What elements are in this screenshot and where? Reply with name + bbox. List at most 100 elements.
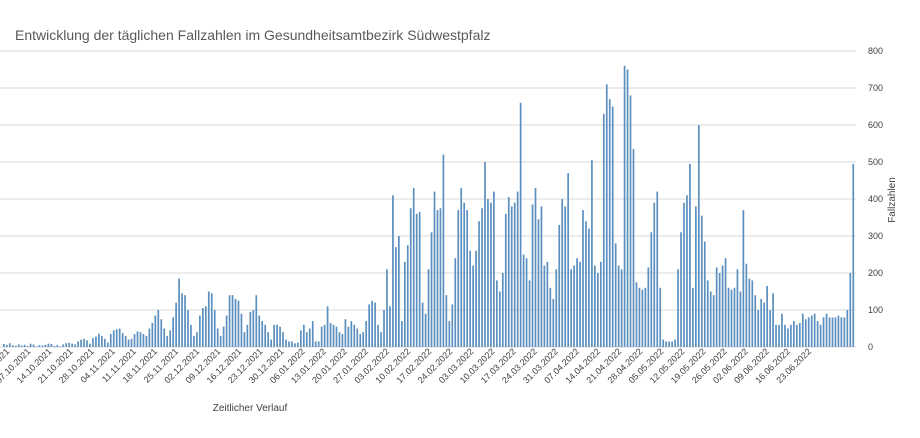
bar <box>763 302 766 347</box>
bar <box>516 191 519 347</box>
bar <box>501 273 504 347</box>
bar <box>611 106 614 347</box>
bar <box>320 326 323 347</box>
bar <box>852 163 855 347</box>
bar <box>602 113 605 348</box>
bar <box>496 280 498 347</box>
bar <box>727 287 730 347</box>
bar <box>487 199 489 347</box>
bar <box>222 326 225 347</box>
bar <box>32 344 35 347</box>
bar <box>730 289 733 347</box>
bar <box>323 324 326 347</box>
bar <box>591 160 593 347</box>
bar <box>498 291 501 347</box>
bar <box>109 334 112 347</box>
bar <box>199 315 201 347</box>
bar <box>481 208 483 347</box>
bar <box>240 313 243 347</box>
bar <box>26 345 29 347</box>
bar <box>380 332 382 347</box>
bar <box>570 269 572 347</box>
bar <box>513 202 516 347</box>
bar <box>522 254 525 347</box>
bar <box>368 304 371 347</box>
bar <box>599 261 602 347</box>
y-tick-label: 700 <box>868 83 883 93</box>
bar <box>300 330 302 347</box>
bar <box>127 339 130 347</box>
bar <box>718 273 721 347</box>
bar <box>754 295 757 347</box>
bar <box>525 258 528 347</box>
bar <box>228 295 231 347</box>
bar <box>252 310 255 347</box>
bar <box>415 213 418 347</box>
bar <box>231 295 234 347</box>
bar <box>484 162 486 347</box>
bar <box>341 334 344 347</box>
bar <box>490 202 492 347</box>
bar <box>148 328 151 347</box>
bar <box>804 319 807 347</box>
x-axis-ticks: 30.09.202107.10.202114.10.202121.10.2021… <box>0 346 813 385</box>
bar <box>151 322 154 347</box>
bar <box>745 263 748 347</box>
bar <box>436 210 439 347</box>
bar <box>567 173 569 347</box>
bar <box>849 273 852 347</box>
bar <box>677 269 679 347</box>
bar <box>166 335 169 347</box>
bar <box>662 339 665 347</box>
bar <box>445 295 448 347</box>
bar <box>77 341 79 347</box>
bar <box>534 187 537 347</box>
bar <box>834 317 837 347</box>
bar <box>638 287 641 347</box>
bar <box>5 344 8 347</box>
bar <box>249 311 252 347</box>
bar <box>270 339 272 347</box>
bar <box>74 344 76 347</box>
bar <box>427 269 430 347</box>
bar <box>686 195 688 347</box>
bar <box>406 245 409 347</box>
bar <box>389 306 391 347</box>
y-tick-label: 200 <box>868 268 883 278</box>
bar <box>225 315 228 347</box>
bar <box>17 344 20 347</box>
bar <box>92 338 94 347</box>
bar <box>314 341 317 347</box>
bar <box>386 269 388 347</box>
bar <box>439 208 442 347</box>
bar <box>531 204 534 347</box>
bar <box>160 319 163 347</box>
bar <box>703 241 706 347</box>
bar <box>193 335 195 347</box>
bar <box>305 332 308 347</box>
bar <box>766 285 768 347</box>
bar <box>466 210 469 347</box>
bar <box>112 330 115 347</box>
bar <box>71 343 74 347</box>
bar <box>629 95 632 348</box>
y-tick-label: 400 <box>868 194 883 204</box>
bar <box>377 324 379 347</box>
bar <box>59 346 62 347</box>
bar <box>543 265 546 347</box>
bar <box>181 293 183 347</box>
bar <box>403 261 406 347</box>
bar <box>555 269 558 347</box>
bar <box>335 326 338 347</box>
bar <box>418 211 421 347</box>
bar <box>216 328 219 347</box>
bar <box>142 334 145 347</box>
bar <box>424 313 427 347</box>
bar <box>196 332 198 347</box>
bar <box>89 343 91 347</box>
bar <box>20 345 23 347</box>
bar <box>623 65 626 348</box>
bar <box>564 206 567 347</box>
bar <box>760 298 763 347</box>
